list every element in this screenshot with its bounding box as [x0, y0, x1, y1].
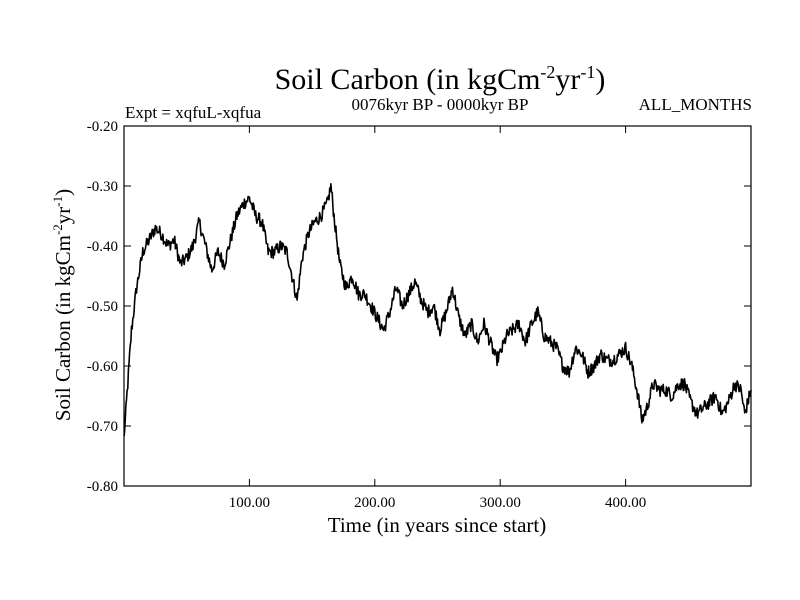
chart-title: Soil Carbon (in kgCm-2yr-1): [275, 62, 606, 96]
y-tick-label: -0.50: [87, 299, 118, 315]
period-label: 0076kyr BP - 0000kyr BP: [352, 95, 529, 114]
y-tick-label: -0.70: [87, 419, 118, 435]
x-tick-label: 200.00: [354, 495, 395, 511]
y-tick-label: -0.40: [87, 239, 118, 255]
y-axis-ticks: -0.20 -0.30 -0.40 -0.50 -0.60 -0.70 -0.80: [87, 119, 751, 495]
y-tick-label: -0.20: [87, 119, 118, 135]
x-tick-label: 400.00: [605, 495, 646, 511]
x-tick-label: 300.00: [480, 495, 521, 511]
y-tick-label: -0.80: [87, 479, 118, 495]
x-axis-label: Time (in years since start): [328, 513, 547, 537]
plot-frame: [123, 125, 752, 487]
y-axis-label: Soil Carbon (in kgCm-2yr-1): [50, 189, 75, 421]
months-label: ALL_MONTHS: [639, 95, 752, 114]
y-tick-label: -0.60: [87, 359, 118, 375]
x-axis-ticks: 100.00 200.00 300.00 400.00: [229, 126, 646, 511]
y-tick-label: -0.30: [87, 179, 118, 195]
soil-carbon-series-line: [123, 183, 752, 437]
experiment-label: Expt = xqfuL-xqfua: [125, 103, 262, 122]
x-tick-label: 100.00: [229, 495, 270, 511]
